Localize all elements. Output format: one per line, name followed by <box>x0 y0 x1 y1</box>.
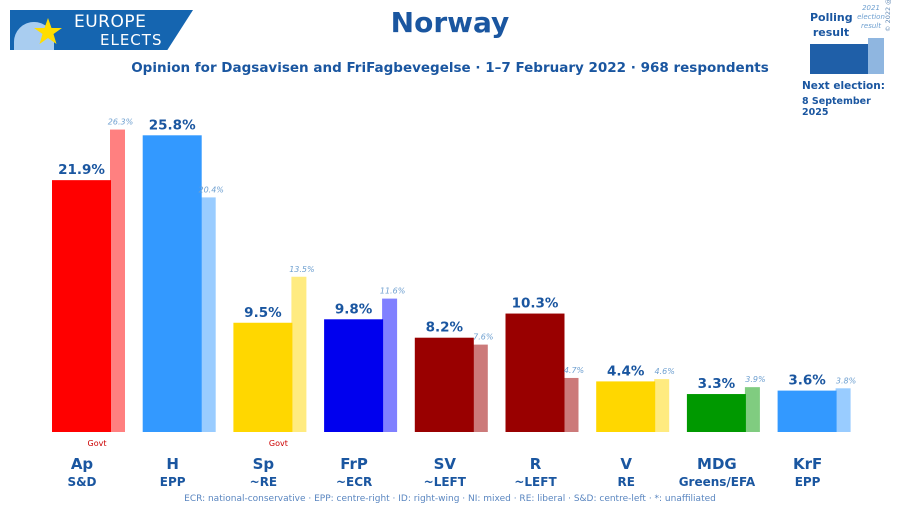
previous-value-label: 7.6% <box>473 333 493 342</box>
previous-result-bar <box>200 197 216 432</box>
party-group-label: ~LEFT <box>424 475 467 489</box>
previous-result-bar <box>654 379 670 432</box>
party-name-label: MDG <box>697 455 737 473</box>
logo-globe-icon <box>14 18 62 50</box>
previous-value-label: 4.7% <box>564 366 584 375</box>
logo-text-elects: ELECTS <box>100 31 163 49</box>
polling-bar <box>596 381 656 432</box>
party-group-label: Greens/EFA <box>679 475 756 489</box>
polling-value-label: 10.3% <box>512 296 559 312</box>
logo-text-europe: EUROPE <box>74 12 147 32</box>
party-group-label: EPP <box>160 475 186 489</box>
polling-value-label: 9.8% <box>335 301 373 317</box>
polling-bar <box>686 394 746 432</box>
polling-value-label: 9.5% <box>244 305 282 321</box>
polling-bar <box>414 337 474 432</box>
polling-bar <box>777 390 837 432</box>
chart-title: Norway <box>390 6 510 39</box>
party-group-label: EPP <box>795 475 821 489</box>
polling-bar <box>233 322 293 432</box>
party-group-label: ~LEFT <box>514 475 557 489</box>
polling-bar <box>142 135 202 433</box>
polling-value-label: 8.2% <box>426 320 464 336</box>
previous-value-label: 26.3% <box>108 118 133 127</box>
chart-subtitle: Opinion for Dagsavisen and FriFagbevegel… <box>131 60 769 76</box>
legend-previous-swatch <box>868 38 884 74</box>
previous-value-label: 3.8% <box>836 376 856 385</box>
party-group-label: RE <box>617 475 634 489</box>
legend: Polling result 2021 election result © 20… <box>800 0 896 108</box>
previous-result-bar <box>291 276 307 432</box>
previous-result-bar <box>563 377 579 432</box>
previous-value-label: 11.6% <box>380 287 405 296</box>
legend-previous-label: 2021 election result <box>857 4 885 30</box>
next-election-label: Next election: <box>802 80 885 92</box>
legend-polling-swatch <box>810 44 868 74</box>
previous-value-label: 3.9% <box>745 375 765 384</box>
party-name-label: Sp <box>253 455 275 473</box>
party-name-label: R <box>530 455 542 473</box>
govt-marker: Govt <box>269 439 288 448</box>
party-name-label: FrP <box>340 455 368 473</box>
party-name-label: Ap <box>71 455 94 473</box>
polling-value-label: 3.6% <box>788 373 826 389</box>
party-name-label: H <box>166 455 179 473</box>
previous-result-bar <box>744 387 760 432</box>
polling-value-label: 4.4% <box>607 363 645 379</box>
europe-elects-logo: EUROPE ELECTS <box>10 10 193 50</box>
party-group-label: ~ECR <box>336 475 372 489</box>
footer-glossary: ECR: national-conservative · EPP: centre… <box>184 494 716 504</box>
party-name-label: KrF <box>793 455 822 473</box>
polling-bar <box>52 180 111 432</box>
previous-value-label: 20.4% <box>198 185 223 194</box>
party-group-label: ~RE <box>250 475 278 489</box>
previous-result-bar <box>110 129 125 433</box>
legend-polling-label: Polling result <box>810 11 853 39</box>
party-group-label: S&D <box>67 475 96 489</box>
previous-result-bar <box>382 298 398 432</box>
previous-result-bar <box>835 388 851 432</box>
polling-bar <box>324 319 384 432</box>
govt-marker: Govt <box>88 439 107 448</box>
polling-value-label: 3.3% <box>698 376 736 392</box>
party-name-label: SV <box>434 455 457 473</box>
polling-value-label: 21.9% <box>58 162 105 178</box>
previous-result-bar <box>472 344 488 432</box>
polling-value-label: 25.8% <box>149 117 196 133</box>
previous-value-label: 13.5% <box>289 265 314 274</box>
next-election-date: 8 September 2025 <box>802 96 871 118</box>
party-name-label: V <box>620 455 632 473</box>
previous-value-label: 4.6% <box>655 367 675 376</box>
polling-bar <box>505 313 565 432</box>
